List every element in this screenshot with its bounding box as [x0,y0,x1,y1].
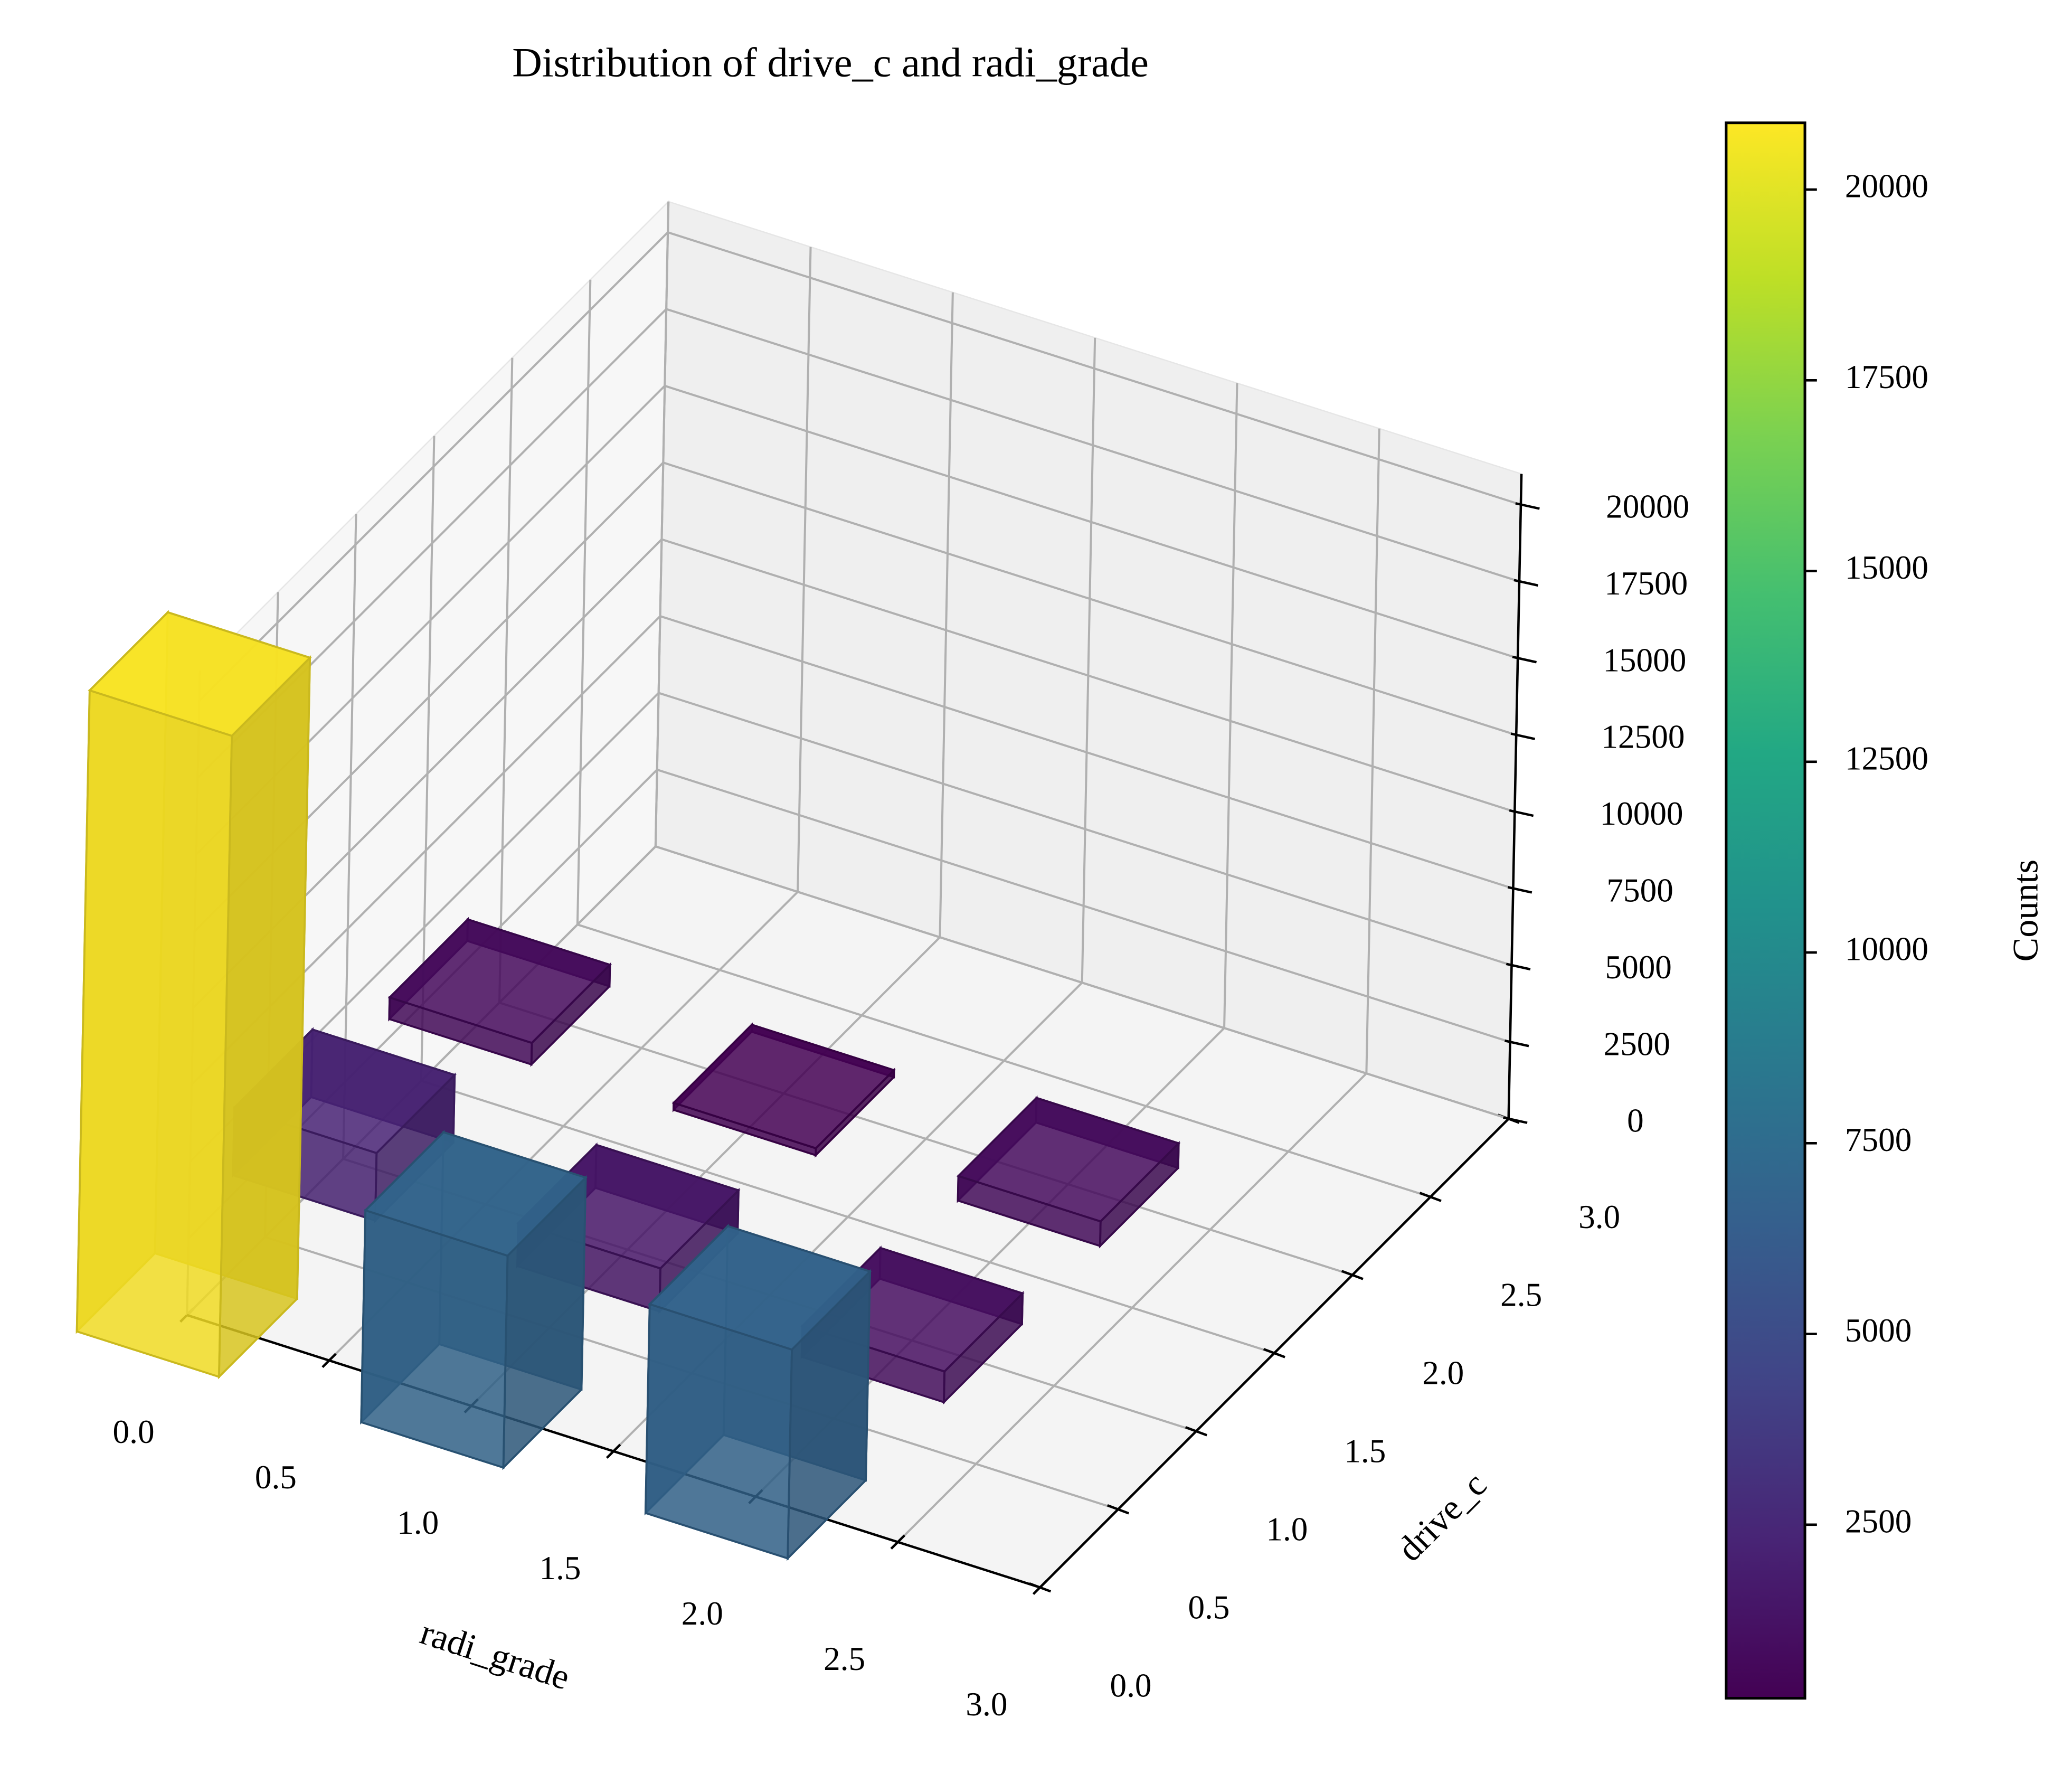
y-axis-label: drive_c [1389,1464,1494,1569]
tick-mark [1515,502,1540,510]
chart-title: Distribution of drive_c and radi_grade [512,39,1149,85]
grid-line [657,768,1511,1043]
z-tick-label: 15000 [1603,641,1686,678]
tick-mark [1509,809,1534,817]
y-tick-label: 2.0 [1422,1355,1464,1392]
grid-line [664,384,1518,659]
bar [75,610,312,1380]
x-tick-label: 1.0 [397,1504,439,1541]
bar-face [648,1225,872,1351]
colorbar-tick-label: 10000 [1845,931,1928,968]
x-tick-label: 2.0 [682,1595,723,1632]
colorbar-tick-label: 17500 [1845,358,1928,395]
x-axis [186,1314,1040,1589]
x-tick-label: 3.0 [966,1686,1007,1723]
z-tick-label: 5000 [1605,949,1672,986]
bar-face [88,611,312,737]
colorbar-tick-label: 2500 [1845,1503,1912,1540]
y-axis [1039,1118,1510,1589]
y-tick-label: 0.5 [1188,1589,1229,1626]
bar [644,1223,872,1561]
grid-line [659,615,1514,890]
tick-mark [1513,579,1538,587]
grid-line [661,538,1515,813]
bar-face [217,655,311,1380]
grid-line [663,461,1517,737]
grid-line [499,1002,1353,1276]
grid-line [577,923,1431,1198]
tick-mark [1504,1039,1529,1047]
tick-mark [1510,732,1536,740]
grid-line [667,231,1521,506]
y-tick-label: 0.0 [1110,1667,1152,1704]
y-tick-label: 3.0 [1578,1198,1620,1235]
grid-line [198,231,669,702]
bar-face [387,918,612,1044]
z-tick-label: 20000 [1606,488,1689,525]
bar [387,917,612,1067]
bar-face [363,1131,588,1257]
bar-face [956,1097,1181,1223]
x-tick-label: 1.5 [539,1550,581,1587]
tick-mark [1506,962,1531,971]
x-tick-label: 2.5 [824,1640,865,1677]
z-tick-label: 10000 [1600,795,1683,832]
bar [671,1022,896,1158]
x-axis-label: radi_grade [416,1611,575,1697]
colorbar-tick-label: 20000 [1845,168,1928,205]
z-tick-label: 0 [1627,1102,1644,1139]
tick-mark [1512,655,1537,664]
grid-line [666,308,1520,583]
z-tick-label: 2500 [1604,1025,1670,1062]
colorbar-tick-label: 15000 [1845,549,1928,586]
colorbar-tick-label: 5000 [1845,1312,1912,1349]
y-tick-label: 1.5 [1344,1433,1386,1470]
bar [956,1095,1181,1249]
grid-line [655,845,1509,1120]
grid-line [658,692,1512,967]
y-tick-label: 2.5 [1500,1277,1542,1314]
bar-face [671,1023,896,1150]
grid-line [421,1080,1275,1354]
tick-mark [1503,1116,1528,1124]
tick-mark [1507,886,1532,894]
x-tick-label: 0.5 [255,1459,297,1496]
colorbar [1725,121,1806,1700]
x-tick-label: 0.0 [113,1413,155,1450]
z-tick-label: 7500 [1606,872,1673,909]
z-tick-label: 12500 [1601,719,1685,756]
bar-face [75,689,233,1379]
z-tick-label: 17500 [1604,565,1688,602]
colorbar-tick-label: 12500 [1845,740,1928,777]
bar [360,1129,588,1470]
y-tick-label: 1.0 [1266,1511,1308,1547]
z-axis [1507,474,1523,1119]
colorbar-tick-label: 7500 [1845,1121,1912,1158]
colorbar-label: Counts [2005,860,2046,961]
